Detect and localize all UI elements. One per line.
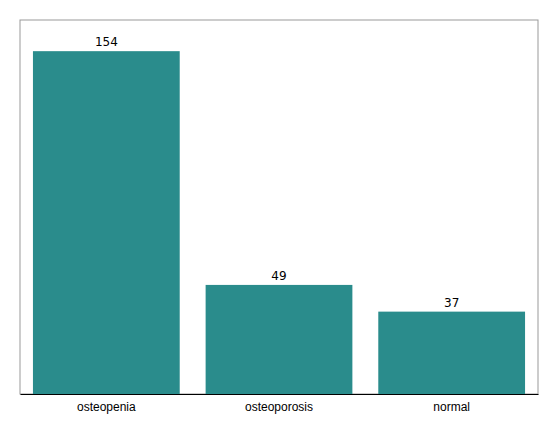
chart: osteopenia osteoporosis normal 154 49 37 [0, 0, 558, 434]
x-tick: osteopenia [77, 400, 136, 414]
x-axis-line [21, 394, 539, 395]
x-tick-label: osteoporosis [245, 400, 313, 414]
bar [33, 51, 180, 394]
x-tick: osteoporosis [245, 400, 313, 414]
data-label: 49 [271, 269, 286, 283]
plot: osteopenia osteoporosis normal 154 49 37 [20, 20, 539, 414]
bars [33, 51, 525, 394]
x-tick-label: osteopenia [77, 400, 136, 414]
data-label: 154 [95, 35, 118, 49]
bar [378, 312, 525, 394]
data-labels: 154 49 37 [95, 35, 459, 309]
x-tick-label: normal [433, 400, 470, 414]
data-label: 37 [444, 296, 459, 310]
plot-frame [20, 20, 538, 394]
bar [206, 285, 353, 394]
x-axis: osteopenia osteoporosis normal [21, 395, 539, 414]
x-tick: normal [433, 400, 470, 414]
